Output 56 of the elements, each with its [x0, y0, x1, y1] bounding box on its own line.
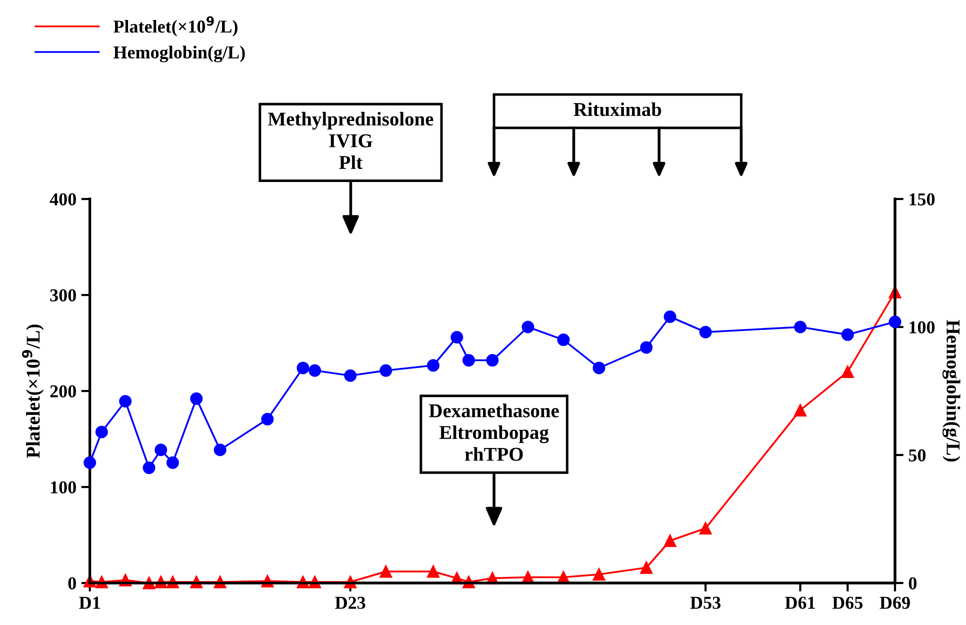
- y2-tick-label: 0: [908, 577, 917, 590]
- y2-tick-label: 100: [910, 321, 935, 334]
- y2-tick-label: 50: [908, 449, 926, 462]
- point: [664, 310, 676, 324]
- annotation: Dexamethasone Eltrombopag rhTPO: [429, 404, 559, 461]
- point: [426, 359, 440, 372]
- x-tick-label: D65: [832, 596, 863, 609]
- y-tick-label: 100: [51, 481, 76, 494]
- point: [214, 444, 226, 456]
- point: [119, 394, 132, 408]
- point: [522, 320, 534, 334]
- point: [664, 534, 676, 548]
- point: [699, 522, 712, 535]
- text: Rituximab: [574, 102, 662, 116]
- point: [794, 404, 807, 416]
- point: [142, 462, 156, 474]
- legend-label: Platelet(×10$^{9}$/L): [114, 16, 238, 36]
- point: [154, 444, 168, 456]
- text: Methylprednisolone IVIG Plt: [268, 112, 434, 170]
- point: [640, 341, 653, 354]
- x-tick-label: D23: [335, 596, 366, 609]
- y-axis-title: Platelet(×10$^{9}$/L): [22, 324, 44, 458]
- point: [95, 426, 108, 438]
- point: [557, 334, 570, 346]
- point: [486, 354, 499, 367]
- point: [166, 456, 179, 469]
- point: [592, 362, 606, 374]
- y-tick-label: 0: [68, 577, 76, 590]
- x-tick-label: D53: [690, 596, 720, 609]
- point: [296, 362, 310, 374]
- point: [344, 369, 357, 382]
- x-tick-label: D69: [880, 596, 910, 609]
- point: [841, 366, 854, 378]
- y2-axis-title: Hemoglobin(g/L): [942, 320, 960, 462]
- point: [888, 316, 902, 328]
- point: [261, 412, 274, 426]
- point: [841, 328, 854, 341]
- legend-label: Hemoglobin(g/L): [114, 46, 245, 62]
- point: [84, 456, 96, 469]
- point: [380, 565, 392, 578]
- point: [699, 326, 712, 338]
- point: [592, 568, 606, 581]
- point: [640, 561, 653, 574]
- point: [794, 320, 807, 334]
- x-tick-label: D61: [785, 596, 815, 609]
- y-tick-label: 400: [50, 193, 76, 206]
- point: [426, 565, 440, 578]
- y-tick-label: 300: [50, 289, 76, 302]
- point: [308, 364, 322, 377]
- point: [462, 354, 475, 367]
- y-tick-label: 200: [50, 385, 76, 398]
- point: [450, 330, 464, 344]
- point: [380, 364, 392, 377]
- y2-tick-label: 150: [910, 193, 935, 206]
- x-tick-label: D1: [79, 596, 100, 609]
- point: [190, 392, 203, 405]
